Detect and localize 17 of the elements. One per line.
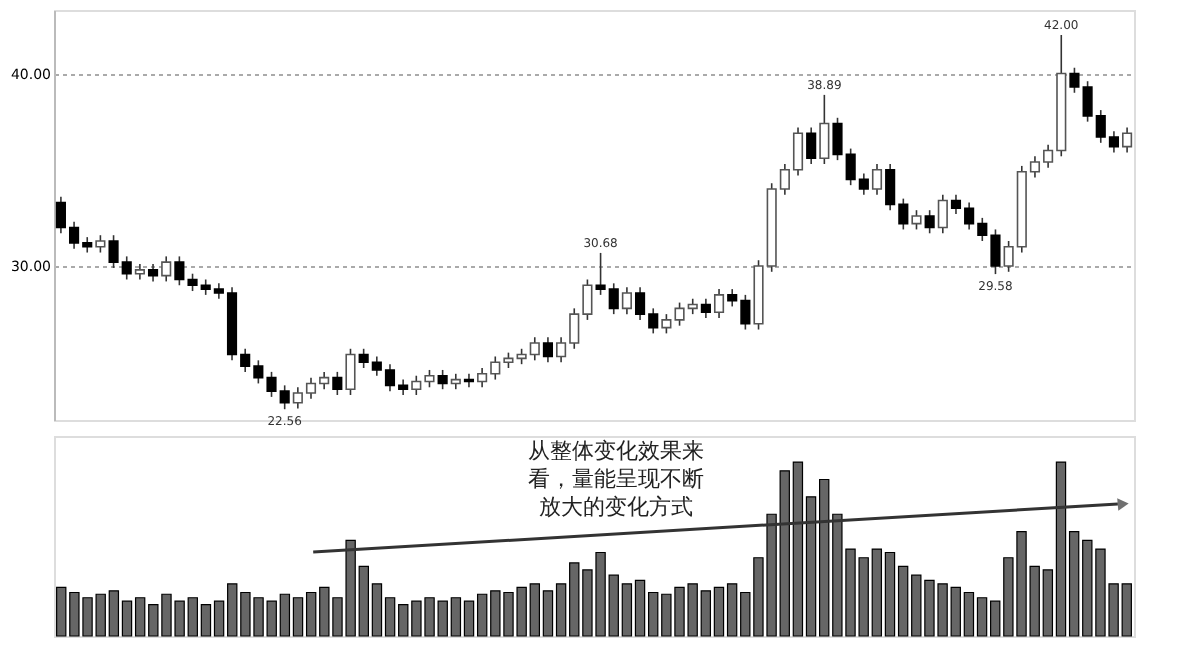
candlestick [713,288,725,319]
candlestick [463,373,475,389]
candlestick [542,336,554,364]
candlestick [161,255,172,283]
candlestick [819,94,830,165]
candlestick [345,347,356,396]
candlestick [332,371,343,396]
candlestick [1122,126,1133,154]
candlestick [911,209,922,231]
candlestick [806,126,817,165]
candlestick [924,209,935,235]
candlestick [621,286,632,315]
candlestick [700,297,711,319]
candlestick [871,163,883,196]
annotation: 从整体变化效果来看，量能呈现不断放大的变化方式 [527,438,704,520]
candlestick [437,369,448,390]
candlestick [937,193,948,235]
